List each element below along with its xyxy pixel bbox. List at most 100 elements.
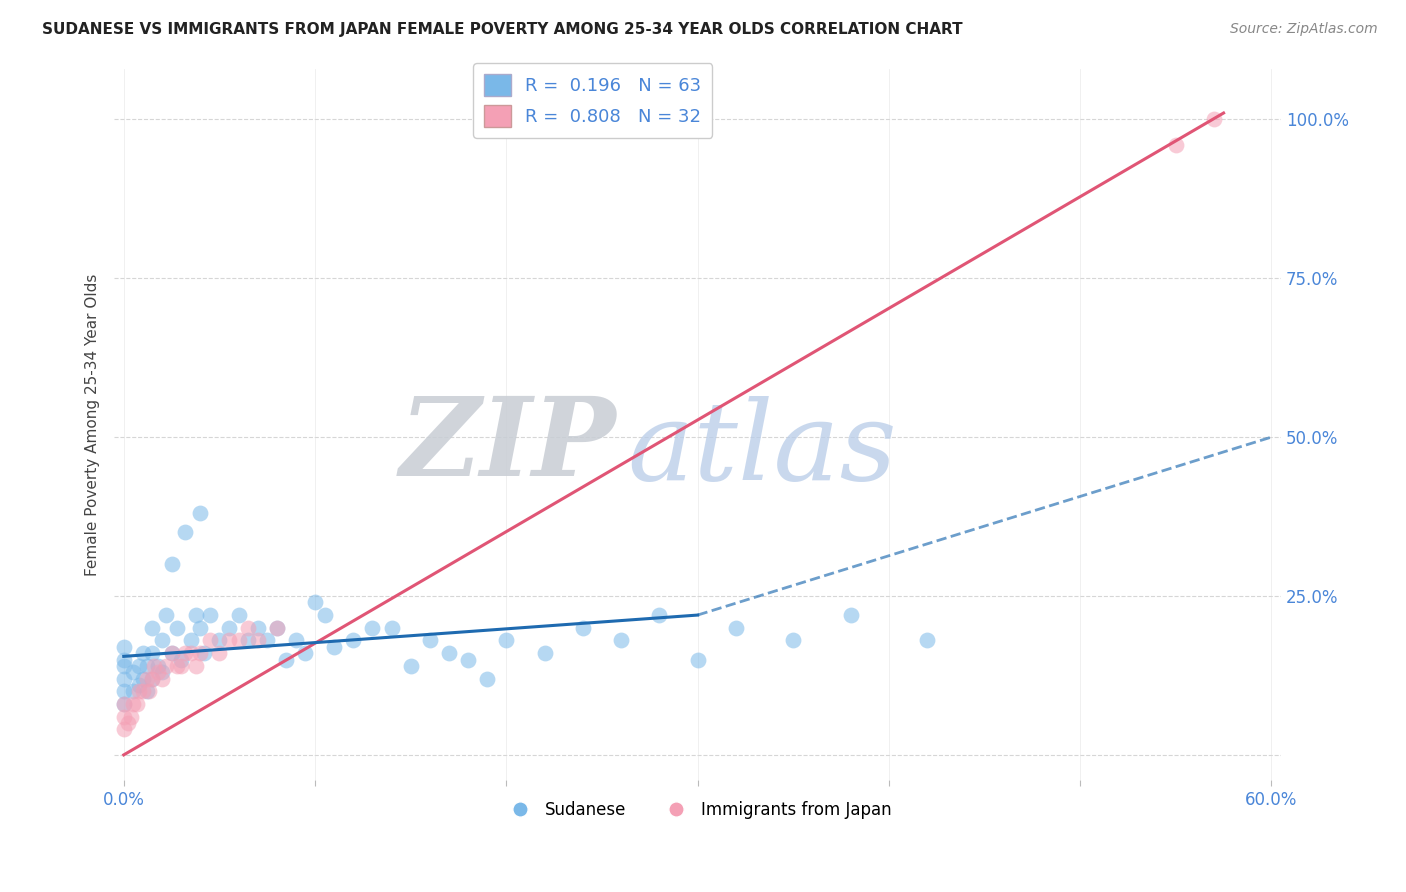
- Point: [160, 558, 183, 572]
- Point: [686, 652, 709, 666]
- Point: [228, 608, 250, 623]
- Point: [112, 697, 135, 711]
- Point: [572, 621, 595, 635]
- Point: [236, 633, 259, 648]
- Point: [143, 659, 166, 673]
- Legend: Sudanese, Immigrants from Japan: Sudanese, Immigrants from Japan: [496, 794, 898, 825]
- Point: [122, 665, 145, 680]
- Point: [128, 678, 150, 692]
- Point: [533, 646, 555, 660]
- Point: [112, 723, 135, 737]
- Point: [160, 646, 183, 660]
- Point: [256, 633, 278, 648]
- Point: [141, 646, 163, 660]
- Point: [148, 665, 170, 680]
- Point: [839, 608, 862, 623]
- Point: [246, 633, 269, 648]
- Point: [361, 621, 384, 635]
- Point: [380, 621, 402, 635]
- Point: [132, 646, 155, 660]
- Point: [117, 716, 139, 731]
- Point: [399, 659, 422, 673]
- Text: SUDANESE VS IMMIGRANTS FROM JAPAN FEMALE POVERTY AMONG 25-34 YEAR OLDS CORRELATI: SUDANESE VS IMMIGRANTS FROM JAPAN FEMALE…: [42, 22, 963, 37]
- Point: [141, 672, 163, 686]
- Point: [266, 621, 288, 635]
- Point: [782, 633, 804, 648]
- Point: [284, 633, 307, 648]
- Point: [419, 633, 441, 648]
- Point: [457, 652, 479, 666]
- Point: [193, 646, 215, 660]
- Point: [314, 608, 336, 623]
- Point: [132, 684, 155, 698]
- Point: [128, 684, 150, 698]
- Point: [266, 621, 288, 635]
- Point: [135, 659, 157, 673]
- Point: [228, 633, 250, 648]
- Point: [188, 646, 211, 660]
- Point: [112, 672, 135, 686]
- Point: [120, 710, 142, 724]
- Point: [166, 659, 188, 673]
- Text: Source: ZipAtlas.com: Source: ZipAtlas.com: [1230, 22, 1378, 37]
- Point: [188, 507, 211, 521]
- Point: [180, 633, 202, 648]
- Point: [135, 672, 157, 686]
- Point: [174, 646, 197, 660]
- Point: [174, 525, 197, 540]
- Point: [186, 659, 208, 673]
- Point: [724, 621, 747, 635]
- Point: [141, 672, 163, 686]
- Point: [128, 659, 150, 673]
- Point: [208, 633, 231, 648]
- Point: [180, 646, 202, 660]
- Point: [127, 697, 149, 711]
- Y-axis label: Female Poverty Among 25-34 Year Olds: Female Poverty Among 25-34 Year Olds: [86, 273, 100, 575]
- Point: [246, 621, 269, 635]
- Point: [208, 646, 231, 660]
- Point: [186, 608, 208, 623]
- Point: [150, 672, 173, 686]
- Point: [475, 672, 498, 686]
- Point: [148, 659, 170, 673]
- Point: [132, 672, 155, 686]
- Point: [150, 665, 173, 680]
- Point: [138, 684, 160, 698]
- Point: [236, 621, 259, 635]
- Point: [170, 659, 193, 673]
- Point: [276, 652, 298, 666]
- Point: [112, 640, 135, 654]
- Point: [198, 608, 221, 623]
- Point: [304, 595, 326, 609]
- Point: [495, 633, 517, 648]
- Point: [112, 652, 135, 666]
- Point: [218, 633, 240, 648]
- Point: [141, 621, 163, 635]
- Point: [437, 646, 460, 660]
- Point: [122, 697, 145, 711]
- Point: [155, 659, 177, 673]
- Point: [170, 652, 193, 666]
- Point: [294, 646, 316, 660]
- Point: [198, 633, 221, 648]
- Point: [218, 621, 240, 635]
- Point: [610, 633, 633, 648]
- Point: [112, 697, 135, 711]
- Text: atlas: atlas: [627, 395, 897, 503]
- Point: [166, 621, 188, 635]
- Point: [155, 608, 177, 623]
- Point: [342, 633, 364, 648]
- Point: [915, 633, 938, 648]
- Point: [160, 646, 183, 660]
- Point: [135, 684, 157, 698]
- Point: [150, 633, 173, 648]
- Point: [1164, 137, 1187, 152]
- Point: [112, 710, 135, 724]
- Point: [122, 684, 145, 698]
- Point: [188, 621, 211, 635]
- Point: [1202, 112, 1225, 127]
- Point: [112, 684, 135, 698]
- Text: ZIP: ZIP: [399, 392, 616, 500]
- Point: [323, 640, 346, 654]
- Point: [112, 659, 135, 673]
